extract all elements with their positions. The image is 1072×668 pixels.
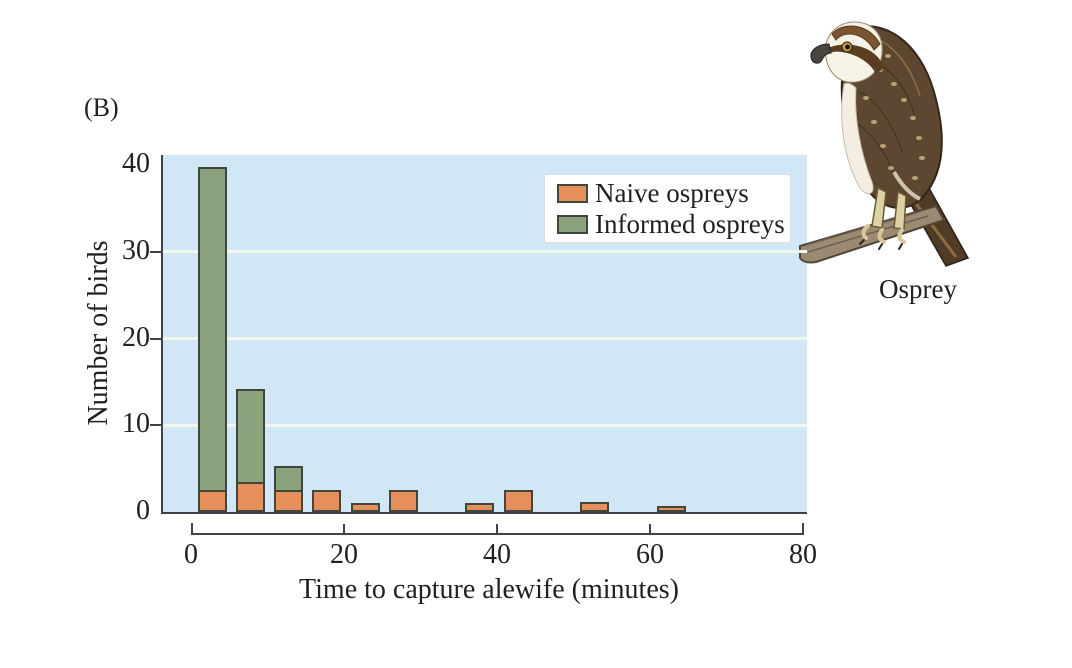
bar-informed-segment bbox=[197, 167, 227, 492]
bar-bin-42.5 bbox=[503, 490, 533, 512]
x-tick-label-0: 0 bbox=[184, 539, 198, 570]
bar-naive-segment bbox=[350, 503, 380, 512]
osprey-caption: Osprey bbox=[879, 274, 957, 304]
x-axis-tick-20 bbox=[343, 524, 345, 535]
y-tick-label-30: 30 bbox=[122, 234, 150, 266]
legend-label-naive: Naive ospreys bbox=[595, 177, 749, 208]
osprey-head bbox=[810, 21, 884, 83]
gridline-30 bbox=[163, 250, 807, 254]
bar-bin-37.5 bbox=[465, 503, 495, 512]
bar-naive-segment bbox=[580, 502, 610, 512]
bar-bin-22.5 bbox=[350, 503, 380, 512]
y-tick-label-20: 20 bbox=[122, 321, 150, 353]
bar-bin-27.5 bbox=[388, 490, 418, 512]
legend-label-informed: Informed ospreys bbox=[595, 208, 785, 239]
bar-bin-62.5 bbox=[656, 506, 686, 512]
bar-naive-segment bbox=[312, 490, 342, 512]
legend-swatch-informed bbox=[557, 214, 588, 234]
x-tick-label-80: 80 bbox=[789, 539, 817, 570]
x-axis-endcap-0 bbox=[191, 523, 193, 535]
bar-bin-17.5 bbox=[312, 490, 342, 512]
legend-swatch-naive bbox=[557, 183, 588, 203]
bar-naive-segment bbox=[503, 490, 533, 512]
y-tick-30 bbox=[150, 250, 161, 253]
bar-naive-segment bbox=[388, 490, 418, 512]
gridline-10 bbox=[163, 423, 807, 427]
panel-label: (B) bbox=[84, 93, 119, 122]
bar-naive-segment bbox=[465, 503, 495, 512]
osprey-branch bbox=[799, 204, 946, 264]
osprey-illustration bbox=[798, 0, 1016, 280]
x-axis-endcap-80 bbox=[802, 523, 804, 535]
osprey-talons bbox=[859, 186, 907, 250]
bar-naive-segment bbox=[235, 482, 265, 512]
legend-row-informed: Informed ospreys bbox=[557, 208, 790, 239]
osprey-drawing bbox=[799, 21, 970, 267]
x-tick-label-40: 40 bbox=[483, 539, 511, 570]
bar-bin-12.5 bbox=[274, 466, 304, 512]
y-tick-label-40: 40 bbox=[122, 148, 150, 179]
y-tick-label-10: 10 bbox=[122, 408, 150, 440]
y-tick-label-0: 0 bbox=[136, 495, 150, 526]
x-axis-title: Time to capture alewife (minutes) bbox=[299, 574, 679, 605]
bar-bin-2.5 bbox=[197, 167, 227, 512]
bar-informed-segment bbox=[274, 466, 304, 492]
y-tick-10 bbox=[150, 424, 161, 427]
bar-naive-segment bbox=[656, 506, 686, 512]
x-axis-tick-60 bbox=[649, 524, 651, 535]
bar-naive-segment bbox=[197, 490, 227, 512]
bar-bin-7.5 bbox=[235, 389, 265, 512]
osprey-beak bbox=[810, 43, 832, 64]
bar-naive-segment bbox=[274, 490, 304, 512]
x-tick-label-20: 20 bbox=[330, 539, 358, 570]
y-tick-20 bbox=[150, 337, 161, 340]
bar-bin-52.5 bbox=[580, 502, 610, 512]
osprey-chest bbox=[841, 82, 874, 195]
x-tick-label-60: 60 bbox=[636, 539, 664, 570]
x-axis-tick-40 bbox=[496, 524, 498, 535]
legend-row-naive: Naive ospreys bbox=[557, 177, 790, 208]
bar-informed-segment bbox=[235, 389, 265, 484]
gridline-20 bbox=[163, 337, 807, 340]
legend: Naive ospreys Informed ospreys bbox=[544, 174, 791, 243]
